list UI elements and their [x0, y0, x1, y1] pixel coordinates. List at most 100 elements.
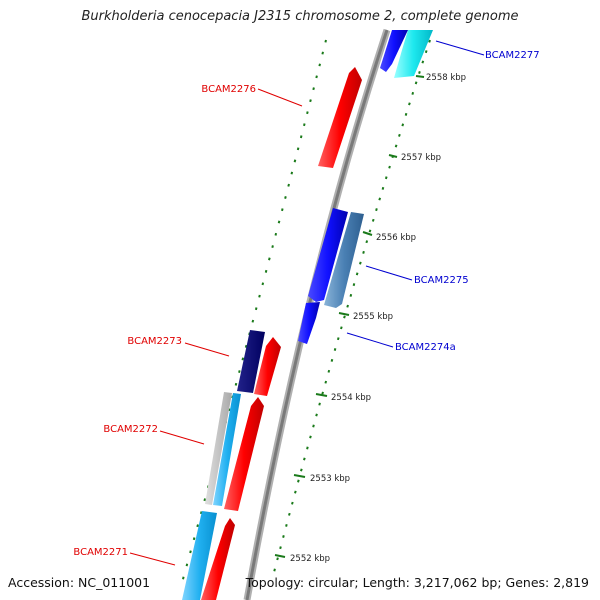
guide-dot: [418, 71, 421, 74]
guide-dot: [398, 133, 401, 137]
guide-dot: [290, 171, 294, 175]
guide-dot: [293, 159, 297, 163]
gene-label-bcam2274a[interactable]: BCAM2274a: [395, 342, 456, 353]
guide-dot: [241, 357, 245, 361]
gene-bcam2271-red[interactable]: [201, 518, 235, 600]
genome-summary-text: Topology: circular; Length: 3,217,062 bp…: [245, 575, 589, 590]
gene-bcam2275-steel[interactable]: [324, 212, 364, 308]
guide-dot: [362, 250, 365, 254]
guide-dot: [324, 380, 328, 384]
guide-dot: [306, 111, 309, 115]
guide-dot: [192, 537, 196, 541]
guide-dot: [189, 550, 192, 554]
guide-dot: [333, 348, 337, 351]
guide-dot: [303, 457, 306, 461]
guide-dot: [281, 208, 284, 212]
guide-dot: [227, 408, 231, 412]
scale-label-2555: 2555 kbp: [353, 312, 393, 322]
guide-dot: [414, 81, 418, 85]
guide-dot: [378, 197, 382, 201]
guide-dot: [309, 99, 312, 103]
guide-dot: [271, 245, 274, 249]
gene-label-bcam2272[interactable]: BCAM2272: [103, 424, 158, 435]
guide-dot: [279, 546, 282, 550]
guide-dot: [321, 391, 324, 395]
guide-dot: [276, 557, 279, 561]
guide-dot: [371, 218, 375, 222]
gene-label-bcam2273[interactable]: BCAM2273: [127, 336, 182, 347]
guide-dot: [264, 269, 268, 273]
gene-bcam2274a[interactable]: [298, 302, 320, 344]
guide-dot: [291, 501, 294, 505]
guide-dot: [421, 60, 425, 64]
guide-dot: [274, 232, 278, 236]
scale-ticks: [274, 75, 425, 558]
guide-dot: [340, 326, 343, 330]
guide-dot: [394, 144, 398, 148]
guide-dot: [312, 87, 315, 91]
guide-dot: [203, 498, 207, 502]
gene-bcam2275-blue[interactable]: [308, 208, 348, 302]
gene-label-bcam2276[interactable]: BCAM2276: [201, 84, 256, 95]
guide-dot: [306, 446, 309, 450]
guide-dot: [287, 183, 290, 187]
guide-dot: [284, 196, 287, 199]
guide-dot: [324, 39, 327, 43]
guide-dot: [288, 512, 291, 516]
guide-dot: [368, 229, 372, 233]
guide-dot: [277, 220, 281, 224]
gene-label-bcam2275[interactable]: BCAM2275: [414, 275, 469, 286]
guide-dot: [349, 293, 353, 297]
scale-label-2556: 2556 kbp: [376, 233, 416, 243]
guide-dot: [315, 413, 318, 417]
guide-dot: [199, 511, 203, 515]
scale-label-2557: 2557 kbp: [401, 153, 441, 163]
guide-dot: [196, 524, 199, 528]
gene-bcam2272-red[interactable]: [224, 397, 264, 511]
guide-dot: [327, 369, 331, 373]
scale-labels: 2558 kbp 2557 kbp 2556 kbp 2555 kbp 2554…: [290, 73, 466, 564]
guide-dot: [318, 63, 321, 67]
guide-dot: [303, 123, 306, 127]
gene-bcam2272-sky[interactable]: [213, 393, 241, 506]
gene-bcam2273-red[interactable]: [254, 337, 281, 396]
guide-dot: [261, 282, 265, 286]
guide-dot: [238, 370, 241, 374]
guide-dot: [282, 535, 285, 538]
gene-bcam2271-sky[interactable]: [182, 511, 217, 600]
guide-dot: [355, 272, 359, 276]
gene-bcam2277-cyan[interactable]: [394, 30, 433, 78]
guide-dot: [343, 315, 346, 319]
guide-dot: [321, 51, 324, 55]
gene-label-bcam2277[interactable]: BCAM2277: [485, 50, 540, 61]
guide-dot: [251, 319, 255, 323]
scale-label-2552: 2552 kbp: [290, 554, 330, 564]
scale-label-2558: 2558 kbp: [426, 73, 466, 83]
accession-text: Accession: NC_011001: [8, 575, 151, 590]
guide-dot: [352, 283, 356, 287]
guide-dot: [346, 304, 349, 308]
guide-dot: [296, 147, 300, 151]
guide-dot: [365, 240, 369, 244]
guide-dot: [384, 176, 388, 180]
guide-dot: [424, 50, 428, 54]
guide-dot: [315, 75, 318, 79]
guide-dot: [388, 165, 391, 169]
guide-dot: [299, 135, 303, 139]
gene-bcam2273-navy[interactable]: [237, 330, 265, 393]
guide-dot: [336, 337, 340, 341]
guide-dot: [258, 294, 261, 298]
guide-dot: [185, 563, 189, 567]
gene-bcam2277-blue[interactable]: [380, 30, 408, 72]
leader-lines: [129, 40, 485, 566]
gene-labels: BCAM2277 BCAM2276 BCAM2275 BCAM2274a BCA…: [73, 50, 539, 558]
gene-label-bcam2271[interactable]: BCAM2271: [73, 547, 128, 558]
guide-dot: [411, 91, 415, 95]
guide-dot: [294, 490, 297, 494]
gene-bcam2276[interactable]: [318, 67, 362, 168]
guide-dot: [428, 39, 431, 43]
scale-label-2553: 2553 kbp: [310, 474, 350, 484]
gene-bcam2272-gray[interactable]: [205, 392, 232, 505]
guide-dot: [318, 402, 321, 406]
